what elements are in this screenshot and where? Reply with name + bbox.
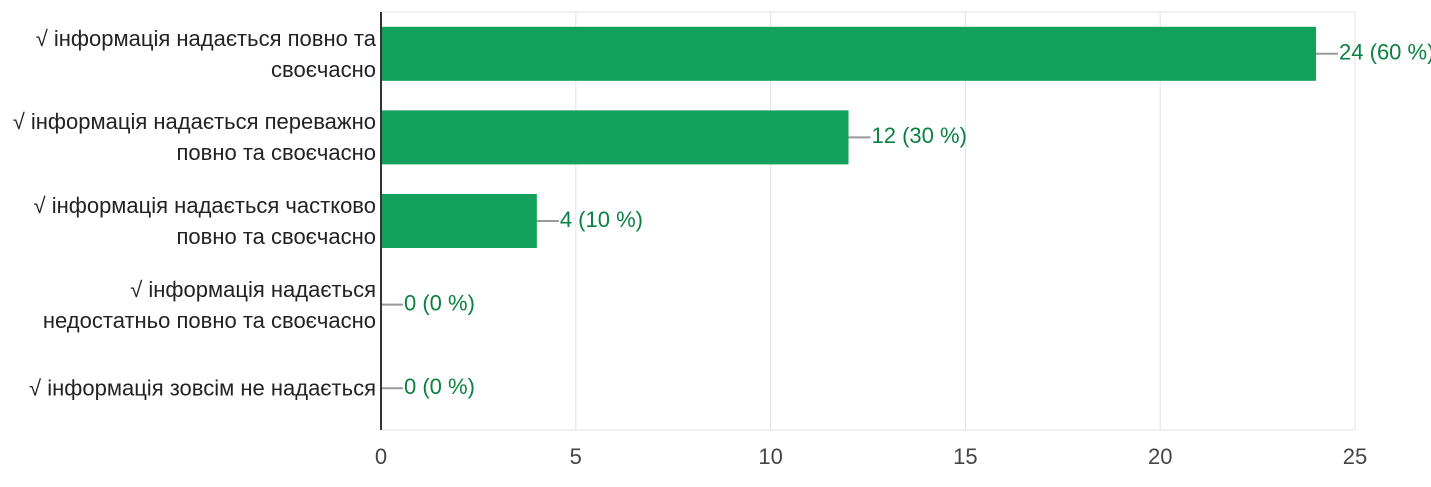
data-label: 24 (60 %) [1339,40,1431,65]
x-tick-label: 5 [570,444,582,469]
x-tick-label: 25 [1343,444,1367,469]
bar [381,194,537,248]
data-label: 4 (10 %) [560,207,643,232]
x-tick-label: 20 [1148,444,1172,469]
data-label: 12 (30 %) [872,123,967,148]
bar [381,26,1317,81]
x-tick-label: 15 [953,444,977,469]
y-tick-label: √ інформація надається переважно повно т… [12,109,376,166]
y-tick-label: √ інформація надається частково повно та… [33,193,376,249]
x-tick-label: 10 [758,444,782,469]
bar [381,110,849,165]
y-tick-label: √ інформація надається повно та своєчасн… [35,25,376,82]
data-label: 0 (0 %) [404,374,475,399]
data-label: 0 (0 %) [404,290,475,315]
y-tick-label: √ інформація зовсім не надається [29,375,376,401]
y-tick-label: √ інформація надається недостатньо повно… [42,276,376,333]
x-tick-label: 0 [375,444,387,469]
